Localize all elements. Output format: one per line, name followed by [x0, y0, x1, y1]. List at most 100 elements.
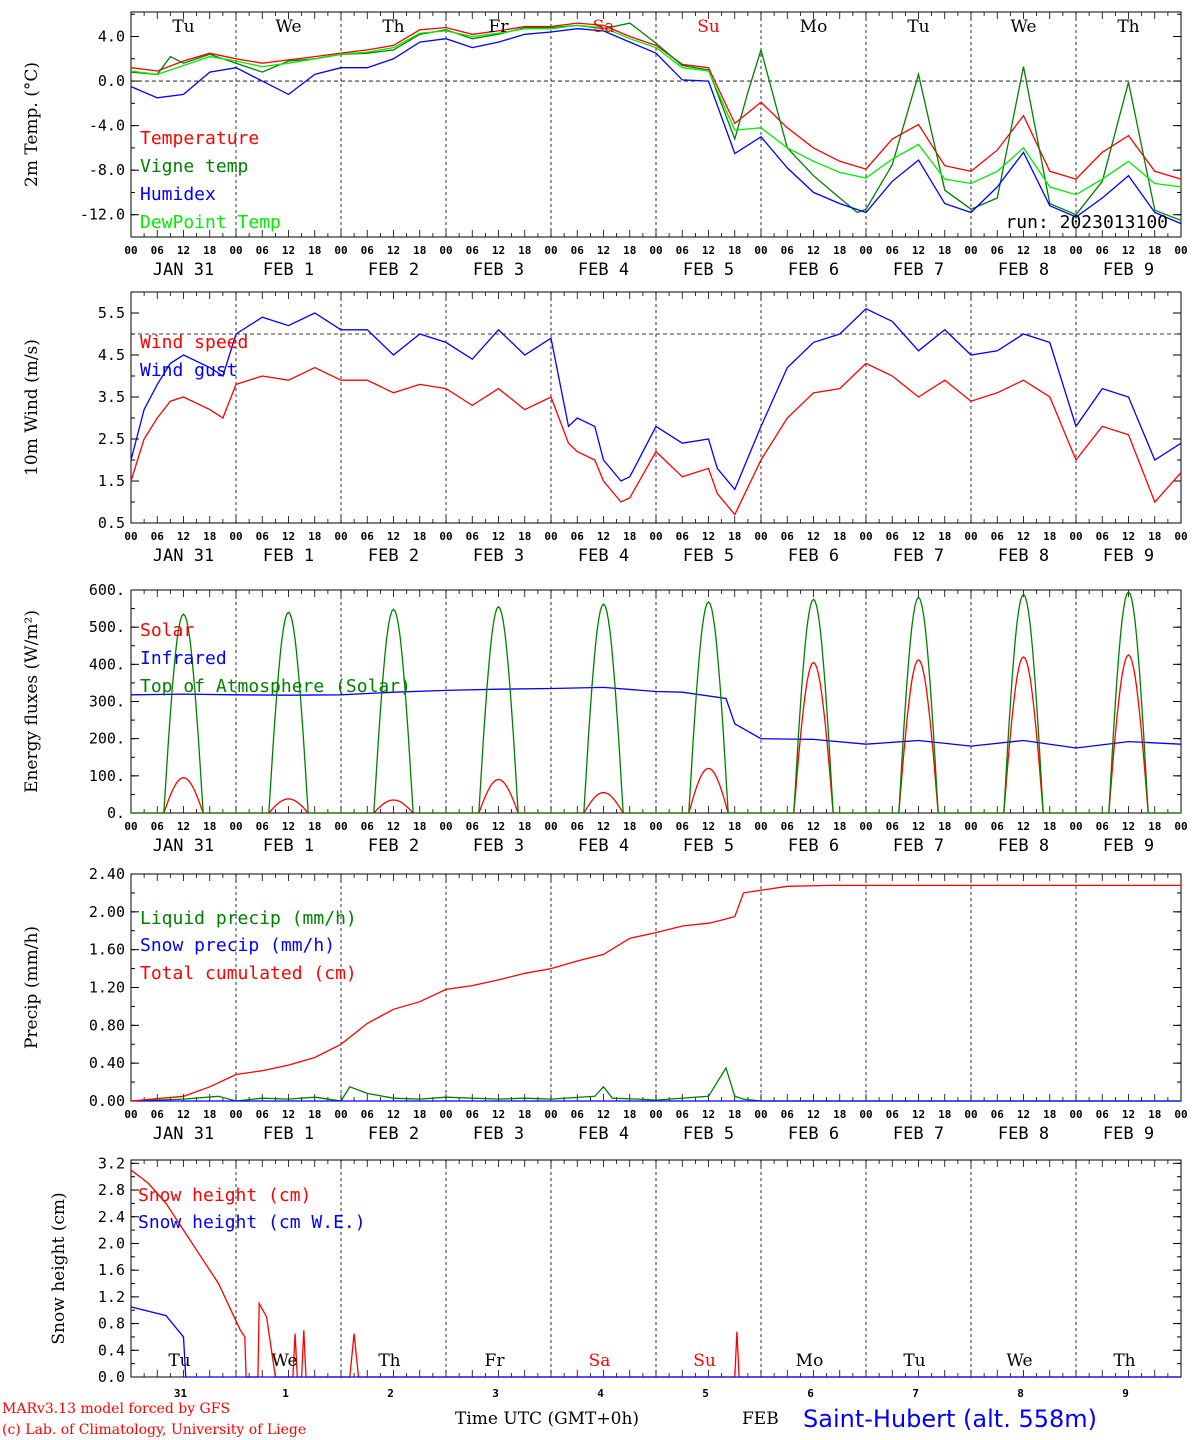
lab-credit: (c) Lab. of Climatology, University of L… [2, 1422, 306, 1438]
hour-tick-label: 00 [1069, 244, 1082, 257]
hour-tick-label: 12 [1017, 244, 1030, 257]
plot-frame [130, 589, 1182, 814]
series-temperature [130, 22, 1182, 180]
hour-tick-label: 00 [964, 244, 977, 257]
time-axis-label: Time UTC (GMT+0h) [455, 1409, 639, 1429]
hour-tick-label: 18 [308, 820, 321, 833]
legend-entry: Wind gust [140, 360, 238, 381]
hour-tick-label: 06 [781, 530, 795, 543]
hour-tick-label: 06 [151, 530, 165, 543]
hour-tick-label: 18 [623, 820, 636, 833]
day-number: 5 [702, 1387, 709, 1400]
hour-tick-label: 18 [308, 244, 321, 257]
hour-tick-label: 06 [781, 1108, 795, 1121]
hour-tick-label: 00 [1069, 1108, 1082, 1121]
hour-tick-label: 12 [807, 530, 820, 543]
y-tick-label: 500. [89, 618, 125, 636]
date-label: FEB 6 [788, 1124, 839, 1144]
hour-tick-label: 18 [518, 1108, 531, 1121]
date-label: FEB 5 [683, 546, 734, 566]
hour-tick-label: 00 [964, 1108, 977, 1121]
date-label: FEB 7 [893, 836, 944, 856]
day-number: 31 [174, 1387, 188, 1400]
hour-tick-label: 18 [833, 244, 846, 257]
day-name-bottom: Mo [796, 1351, 824, 1371]
hour-tick-label: 00 [754, 530, 767, 543]
day-name-bottom: Fr [485, 1351, 506, 1371]
date-label: FEB 2 [368, 836, 419, 856]
hour-tick-label: 00 [439, 244, 452, 257]
day-name-bottom: Tu [903, 1351, 925, 1371]
legend-entry: Humidex [140, 184, 216, 205]
day-number: 2 [387, 1387, 394, 1400]
day-number: 4 [597, 1387, 604, 1400]
hour-tick-label: 12 [492, 1108, 505, 1121]
hour-tick-label: 12 [912, 530, 925, 543]
hour-tick-label: 00 [859, 244, 872, 257]
hour-tick-label: 00 [859, 1108, 872, 1121]
hour-tick-label: 18 [1043, 530, 1056, 543]
series-wind-speed [130, 362, 1182, 516]
hour-tick-label: 00 [124, 244, 137, 257]
hour-tick-label: 18 [623, 1108, 636, 1121]
hour-tick-label: 00 [229, 820, 242, 833]
legend-entry: Wind speed [140, 332, 248, 353]
date-label: FEB 3 [473, 1124, 524, 1144]
day-name-top: Tu [907, 17, 929, 37]
hour-tick-label: 18 [833, 820, 846, 833]
hour-tick-label: 18 [413, 530, 426, 543]
date-label: FEB 8 [998, 1124, 1049, 1144]
date-label: FEB 9 [1103, 260, 1154, 280]
y-tick-label: 2.8 [98, 1181, 125, 1199]
hour-tick-label: 00 [229, 244, 242, 257]
hour-tick-label: 00 [439, 1108, 452, 1121]
y-tick-label: 2.00 [89, 903, 125, 921]
hour-tick-label: 06 [466, 1108, 480, 1121]
series-infrared [130, 686, 1182, 749]
hour-tick-label: 06 [1096, 244, 1110, 257]
day-name-top: Th [382, 17, 404, 37]
date-label: FEB 7 [893, 260, 944, 280]
legend-entry: Snow height (cm) [138, 1185, 311, 1206]
date-label: FEB 9 [1103, 1124, 1154, 1144]
day-number: 8 [1017, 1387, 1024, 1400]
y-tick-label: -4.0 [89, 117, 125, 135]
y-tick-label: 3.5 [98, 388, 125, 406]
date-label: FEB 1 [263, 1124, 314, 1144]
legend-entry: Snow height (cm W.E.) [138, 1212, 366, 1233]
hour-tick-label: 18 [623, 244, 636, 257]
hour-tick-label: 12 [597, 530, 610, 543]
day-name-top: Fr [489, 17, 510, 37]
hour-tick-label: 06 [151, 244, 165, 257]
hour-tick-label: 06 [571, 1108, 585, 1121]
date-label: FEB 1 [263, 260, 314, 280]
y-tick-label: 5.5 [98, 304, 125, 322]
hour-tick-label: 18 [833, 1108, 846, 1121]
hour-tick-label: 12 [702, 1108, 715, 1121]
hour-tick-label: 00 [754, 820, 767, 833]
hour-tick-label: 06 [151, 820, 165, 833]
hour-tick-label: 12 [807, 244, 820, 257]
hour-tick-label: 18 [1148, 1108, 1161, 1121]
legend-entry: DewPoint Temp [140, 212, 281, 233]
y-axis-title: Snow height (cm) [49, 1192, 69, 1344]
hour-tick-label: 06 [361, 530, 375, 543]
hour-tick-label: 00 [334, 820, 347, 833]
hour-tick-label: 12 [387, 820, 400, 833]
date-label: FEB 4 [578, 260, 629, 280]
hour-tick-label: 12 [492, 530, 505, 543]
hour-tick-label: 12 [1122, 820, 1135, 833]
hour-tick-label: 00 [229, 530, 242, 543]
y-tick-label: 4.0 [98, 28, 125, 46]
day-name-bottom: Su [693, 1351, 716, 1371]
hour-tick-label: 06 [361, 244, 375, 257]
day-number: 3 [492, 1387, 499, 1400]
hour-tick-label: 00 [124, 1108, 137, 1121]
date-label: FEB 9 [1103, 546, 1154, 566]
hour-tick-label: 06 [676, 244, 690, 257]
hour-tick-label: 18 [413, 1108, 426, 1121]
date-label: FEB 2 [368, 260, 419, 280]
y-axis-title: 10m Wind (m/s) [22, 339, 42, 476]
hour-tick-label: 18 [728, 244, 741, 257]
date-label: FEB 2 [368, 1124, 419, 1144]
